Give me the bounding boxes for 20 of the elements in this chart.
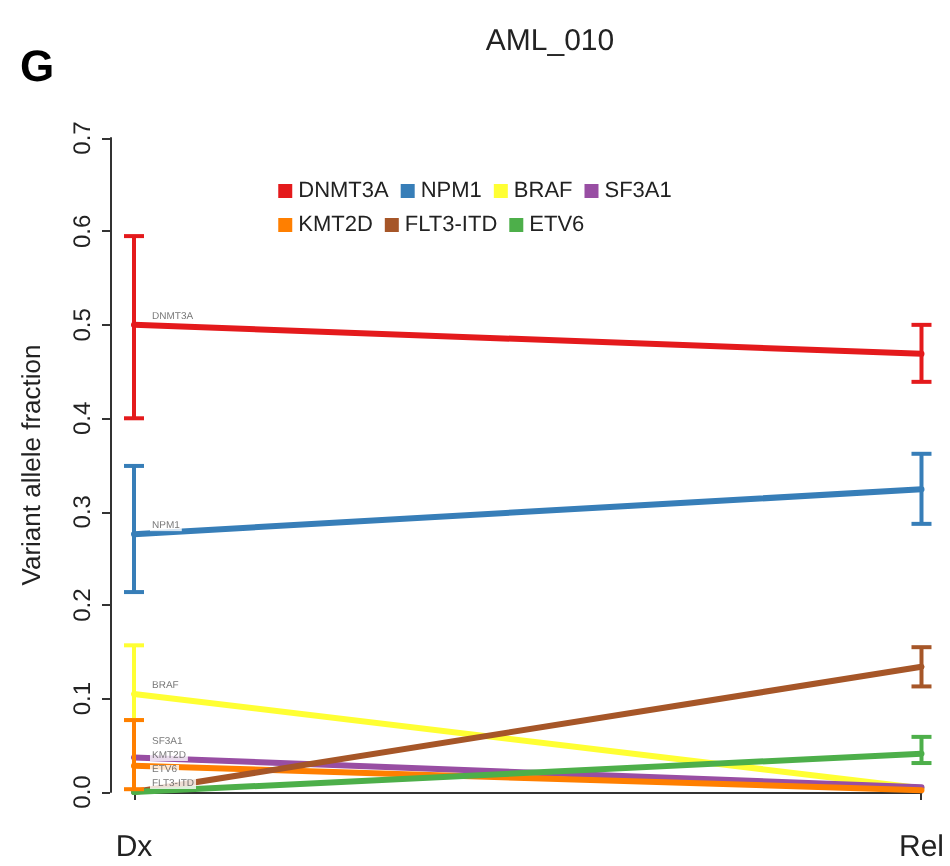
y-tick-label: 0.4: [68, 400, 96, 435]
y-tick-label: 0.2: [68, 587, 96, 622]
y-tick-label: 0.6: [68, 214, 96, 249]
legend-label: NPM1: [420, 179, 482, 203]
x-tick-label: Rel: [898, 830, 945, 864]
y-tick-label: 0.5: [68, 307, 96, 342]
y-tick-label: 0.7: [68, 120, 96, 155]
y-tick-label: 0.3: [68, 494, 96, 529]
y-tick-label: 0.1: [68, 681, 96, 716]
legend-label: DNMT3A: [298, 179, 391, 203]
legend-label: KMT2D: [298, 213, 373, 237]
legend-label: BRAF: [513, 179, 574, 203]
legend-label: ETV6: [529, 213, 585, 237]
x-tick-label: Dx: [115, 830, 154, 864]
y-tick-label: 0.0: [68, 774, 96, 809]
text: G: [20, 41, 55, 91]
legend-label: FLT3-ITD: [404, 213, 498, 237]
legend-label: SF3A1: [604, 179, 672, 203]
y-axis-title: Variant allele fraction: [16, 344, 46, 586]
chart-title: AML_010: [485, 24, 615, 58]
